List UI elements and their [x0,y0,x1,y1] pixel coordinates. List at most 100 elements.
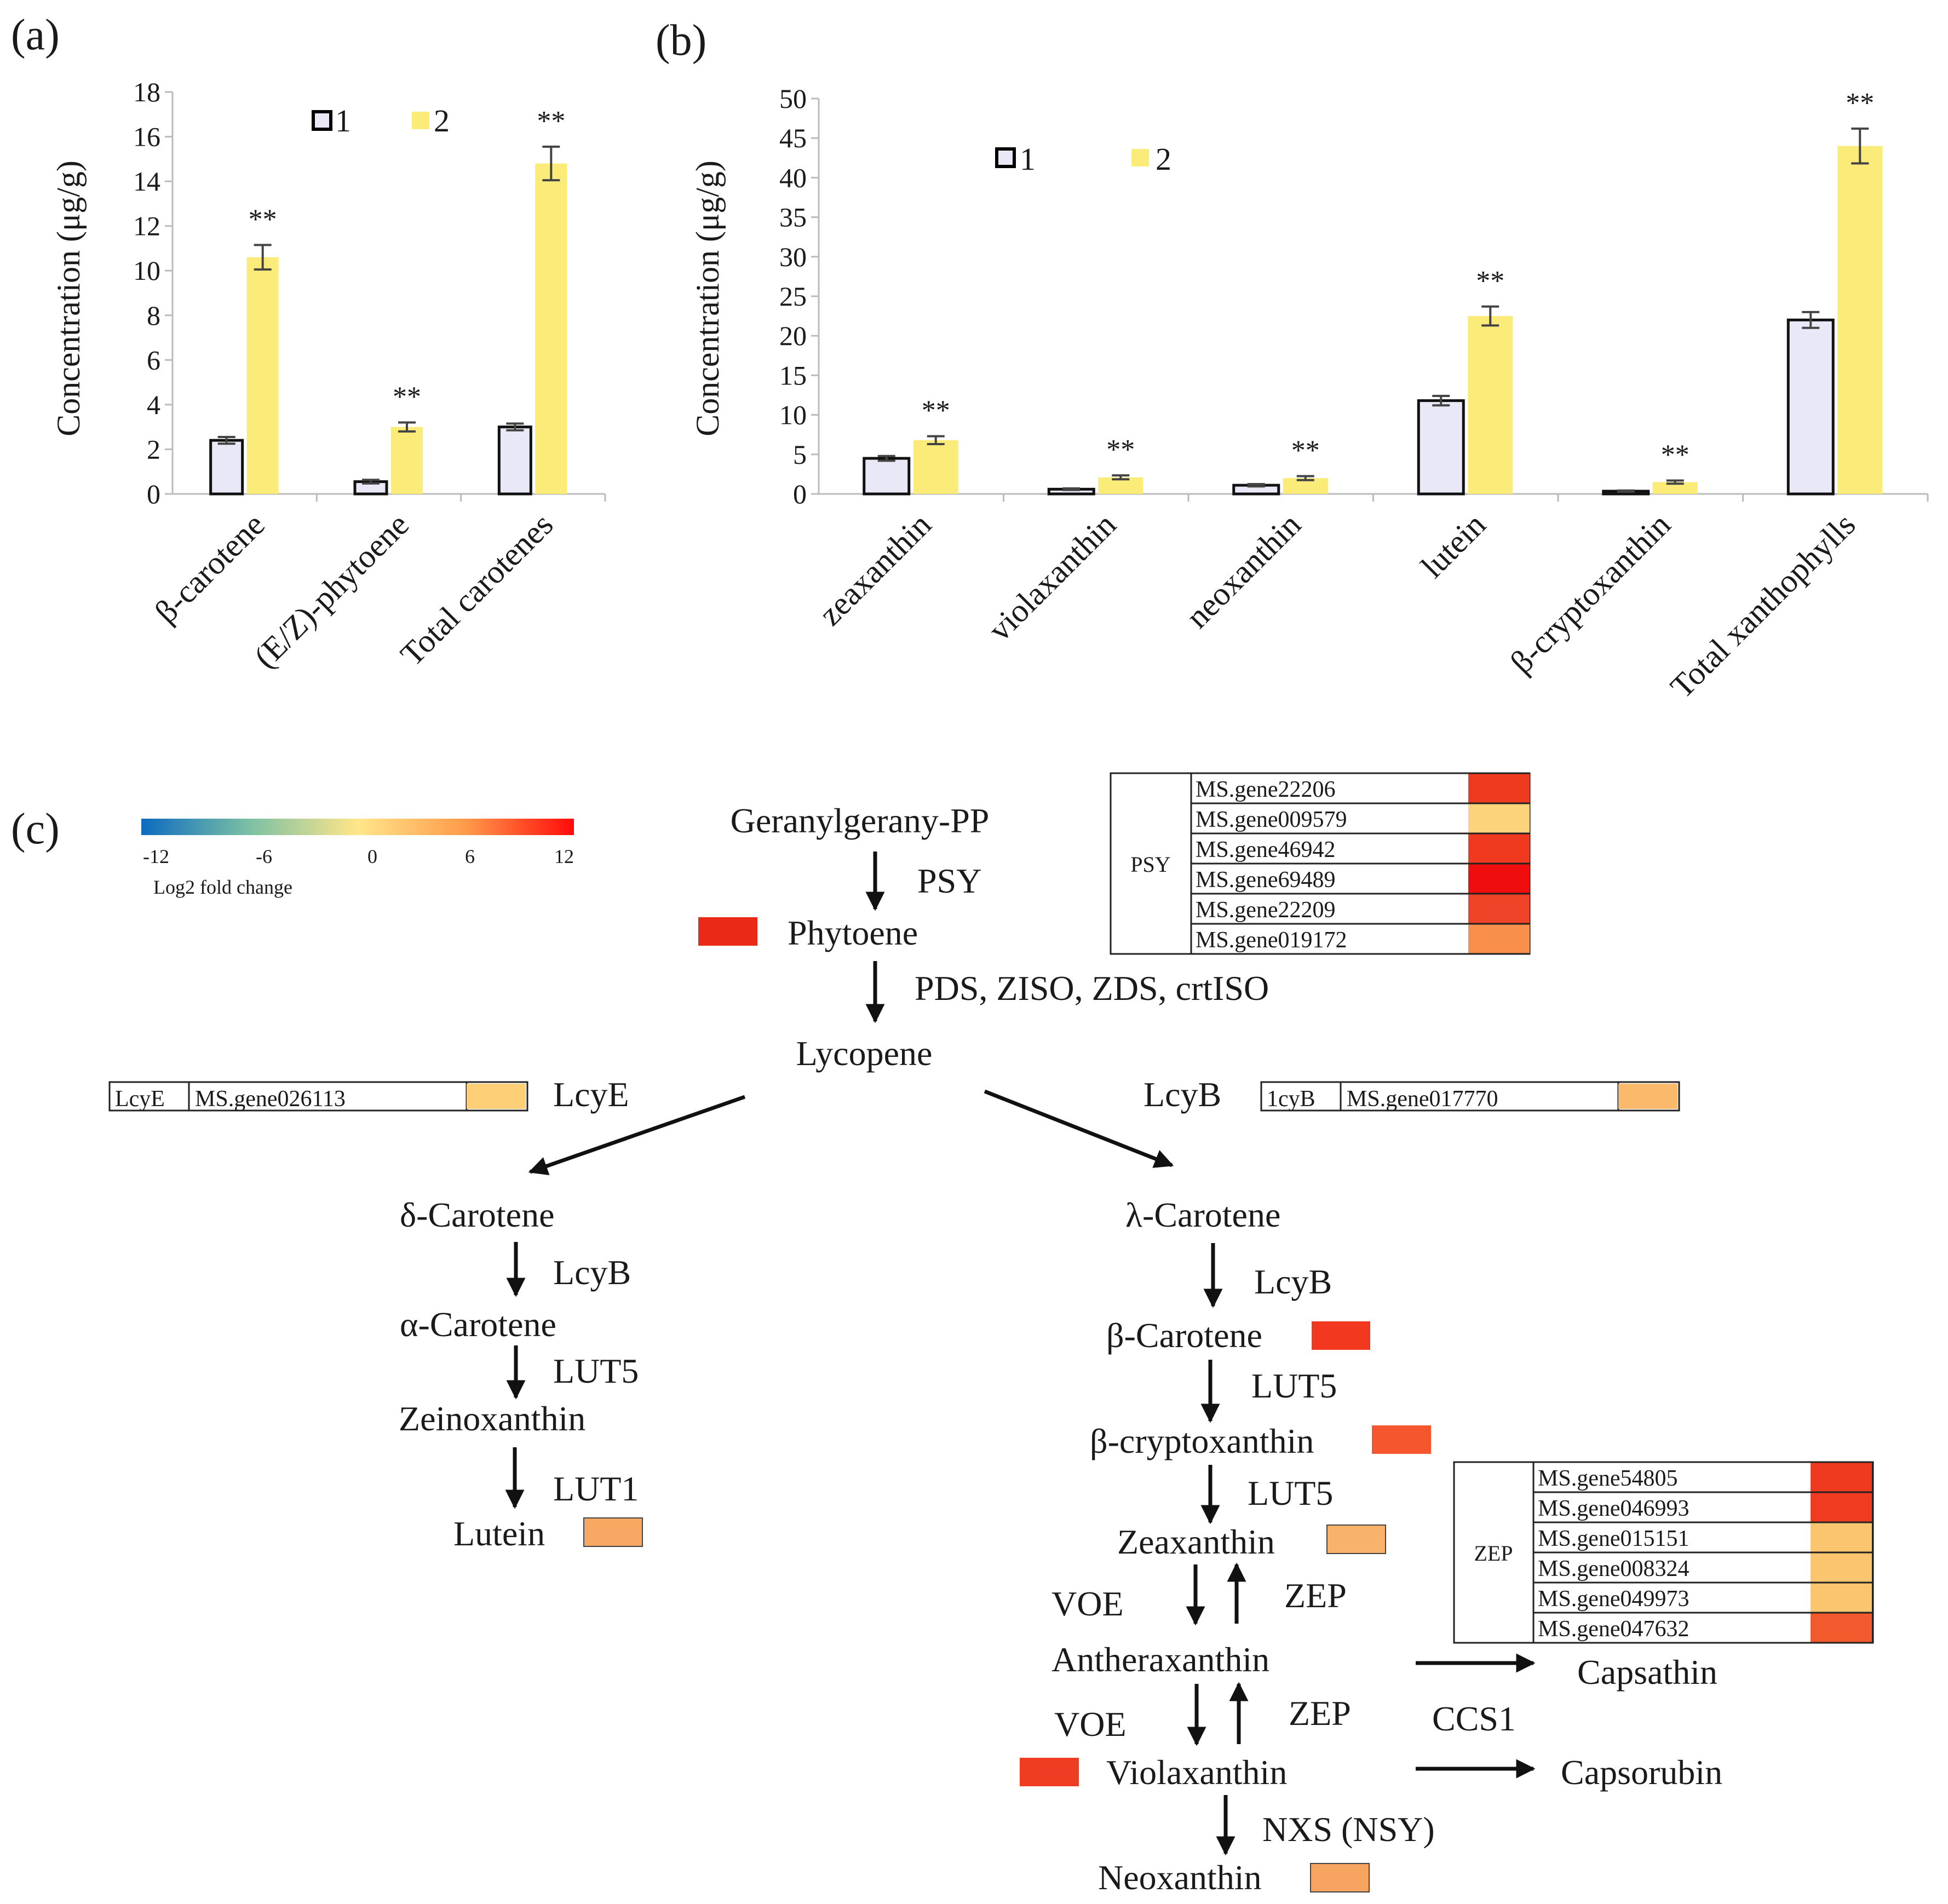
psy-gene-color [1468,894,1530,923]
enzyme-voe1: VOE [1051,1584,1124,1623]
enzyme-zep2: ZEP [1289,1694,1351,1733]
node-neoxanthin: Neoxanthin [1098,1858,1262,1897]
enzyme-lut5-left: LUT5 [553,1351,639,1390]
legend-a-swatch-2 [412,112,429,129]
enzyme-lcyb: LcyB [1143,1075,1221,1114]
x-category-label: (E/Z)-phytoene [247,507,416,675]
y-tick-label: 10 [779,400,807,430]
psy-gene-id: MS.gene019172 [1196,928,1347,953]
zep-gene-id: MS.gene047632 [1538,1617,1690,1642]
y-tick-label: 0 [793,479,807,509]
zep-gene-id: MS.gene015151 [1538,1526,1690,1551]
zep-gene-color [1811,1613,1872,1642]
psy-group-label: PSY [1130,852,1170,877]
zep-group-label: ZEP [1474,1541,1513,1566]
bar-series-1 [863,457,911,496]
enzyme-lut1: LUT1 [553,1469,639,1508]
node-beta-carotene: β-Carotene [1106,1316,1262,1355]
legend-b-swatch-1 [995,147,1016,168]
psy-gene-color [1468,924,1530,953]
bar-series-2 [246,257,279,494]
colorbar-tick: 12 [554,845,574,867]
psy-gene-id: MS.gene22209 [1196,898,1336,923]
y-tick-label: 20 [779,320,807,351]
psy-gene-id: MS.gene46942 [1196,837,1336,862]
colorbar-tick: -12 [143,845,169,867]
enzyme-psy: PSY [917,861,981,900]
psy-gene-color [1468,804,1530,833]
node-alpha-carotene: α-Carotene [400,1305,556,1344]
zep-gene-color [1811,1463,1872,1492]
y-tick-label: 8 [147,300,160,331]
enzyme-lcyb-left: LcyB [553,1253,631,1292]
chart-a: (a) Concentration (μg/g) 024681012141618… [11,11,606,675]
panel-label-a: (a) [11,11,60,59]
chart-a-ylabel: Concentration (μg/g) [50,160,87,436]
arrow-lcyb [984,1089,1174,1168]
lcye-gene-table: LcyE MS.gene026113 [108,1081,528,1112]
node-lycopene: Lycopene [796,1034,933,1073]
node-color-beta-cryptoxanthin [1372,1425,1431,1454]
y-tick-label: 10 [133,255,160,286]
bar-series-2 [1652,482,1698,494]
x-category-label: β-carotene [148,507,272,630]
colorbar-tick: 6 [465,845,475,867]
pathway-diagram: (c) -12 -6 0 6 12 Log2 fold change Geran… [11,772,1874,1897]
node-zeaxanthin: Zeaxanthin [1117,1522,1275,1561]
arrow-lcye [528,1095,746,1176]
psy-gene-id: MS.gene22206 [1196,777,1336,802]
y-tick-label: 15 [779,360,807,390]
chart-b: (b) Concentration (μg/g) 0 5 10 15 20 25 30 35 4… [656,16,1929,705]
enzyme-zep1: ZEP [1284,1576,1347,1615]
node-lutein: Lutein [453,1514,545,1553]
lcye-gene-color [467,1084,526,1109]
bar-series-2 [391,427,423,494]
panel-label-c: (c) [11,805,60,853]
lcyb-gene-table: 1cyB MS.gene017770 [1260,1081,1680,1112]
y-tick-label: 0 [147,479,160,509]
y-tick-label: 40 [779,162,807,193]
psy-gene-table: PSY MS.gene22206 MS.gene009579 MS.gene4694… [1110,772,1531,955]
enzyme-pds-group: PDS, ZISO, ZDS, crtISO [915,969,1269,1008]
zep-gene-id: MS.gene049973 [1538,1586,1690,1612]
legend-b-label-2: 2 [1156,141,1171,177]
colorbar-title: Log2 fold change [153,876,292,898]
bar-series-1 [1417,399,1465,496]
chart-a-axes: 024681012141618β-carotene(E/Z)-phytoeneT… [133,77,606,675]
enzyme-lcye: LcyE [553,1075,629,1114]
y-tick-label: 6 [147,344,160,375]
node-delta-carotene: δ-Carotene [400,1195,554,1234]
significance-label: ** [922,395,950,427]
zep-gene-color [1811,1583,1872,1612]
y-tick-label: 14 [133,166,160,197]
chart-b-ylabel: Concentration (μg/g) [689,160,726,436]
significance-label: ** [249,204,277,235]
node-zeinoxanthin: Zeinoxanthin [399,1399,585,1438]
y-tick-label: 4 [147,389,160,420]
significance-label: ** [1476,266,1504,297]
x-category-label: neoxanthin [1179,507,1308,635]
y-tick-label: 2 [147,434,160,464]
zep-gene-id: MS.gene046993 [1538,1496,1690,1521]
y-tick-label: 50 [779,83,807,114]
y-tick-label: 18 [133,77,160,107]
bar-series-1 [209,439,244,496]
x-category-label: lutein [1414,507,1492,585]
zep-gene-color [1811,1493,1872,1522]
node-antheraxanthin: Antheraxanthin [1051,1640,1269,1679]
panel-label-b: (b) [656,16,706,65]
lcyb-row-frame [1260,1081,1680,1112]
colorbar: -12 -6 0 6 12 Log2 fold change [141,819,574,898]
node-ggpp: Geranylgerany-PP [731,801,990,840]
node-color-phytoene [698,917,757,946]
lcyb-group-label: 1cyB [1267,1086,1315,1112]
zep-gene-color [1811,1523,1872,1552]
psy-gene-color [1468,834,1530,863]
y-tick-label: 25 [779,281,807,312]
y-tick-label: 35 [779,202,807,233]
enzyme-voe2: VOE [1054,1705,1127,1744]
enzyme-nxs: NXS (NSY) [1262,1810,1435,1849]
zep-gene-color [1811,1553,1872,1582]
node-beta-cryptoxanthin: β-cryptoxanthin [1090,1422,1314,1460]
chart-a-bars: ** ** ** [209,106,567,496]
